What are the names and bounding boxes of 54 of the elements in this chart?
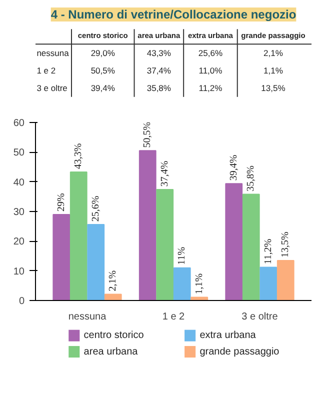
text: 1 e 2: [36, 66, 56, 76]
bar: [260, 266, 278, 300]
text: 11,0%: [198, 66, 223, 76]
data-label: 13,5%: [280, 232, 292, 258]
text: 13,5%: [261, 83, 286, 94]
x-tick-label: nessuna: [68, 312, 107, 322]
text: 29,0%: [90, 48, 116, 58]
bar: [190, 296, 208, 300]
text: 3 e oltre: [36, 83, 68, 94]
text: 43,3%: [146, 48, 172, 58]
text: 39,4%: [90, 83, 116, 94]
data-label: 11,2%: [262, 238, 274, 264]
chart-title: 4 - Numero di vetrine/Collocazione negozio: [50, 8, 296, 22]
y-tick-label: 40: [13, 177, 25, 188]
data-label: 11%: [176, 246, 188, 265]
text: 1,1%: [264, 66, 284, 76]
bar: [52, 214, 70, 300]
text: nessuna: [36, 48, 70, 58]
y-tick-label: 10: [13, 266, 25, 278]
bar: [242, 194, 260, 300]
data-label: 35,8%: [246, 165, 257, 192]
bar: [173, 267, 191, 300]
bar: [70, 172, 88, 300]
text: 50,5%: [90, 66, 116, 76]
bar: [225, 183, 243, 300]
text: 25,6%: [198, 48, 223, 58]
data-label: 37,4%: [159, 160, 170, 187]
data-label: 1,1%: [194, 273, 205, 294]
y-tick-label: 30: [13, 207, 25, 218]
bar: [104, 294, 122, 300]
data-label: 50,5%: [142, 122, 154, 148]
y-tick-label: 0: [18, 296, 25, 307]
text: 35,8%: [146, 83, 172, 94]
text: 11,2%: [198, 83, 223, 94]
legend-label: grande passaggio: [200, 346, 280, 358]
data-label: 29%: [56, 193, 67, 212]
bar: [276, 260, 294, 300]
data-label: 25,6%: [90, 196, 102, 222]
y-tick-label: 20: [13, 236, 25, 248]
data-label: 43,3%: [73, 143, 84, 170]
x-tick-label: 1 e 2: [162, 312, 186, 322]
legend-label: centro storico: [84, 330, 144, 342]
data-label: 39,4%: [228, 154, 240, 181]
x-tick-label: 3 e oltre: [242, 312, 278, 322]
bar: [138, 150, 156, 300]
data-label: 2,1%: [108, 270, 119, 292]
bar: [156, 189, 174, 300]
y-tick-label: 50: [13, 148, 25, 159]
bar: [87, 224, 105, 300]
text: 37,4%: [146, 66, 172, 76]
legend-label: area urbana: [84, 346, 138, 358]
y-tick-label: 60: [13, 118, 25, 129]
text: 2,1%: [264, 48, 284, 58]
legend-label: extra urbana: [200, 330, 256, 342]
